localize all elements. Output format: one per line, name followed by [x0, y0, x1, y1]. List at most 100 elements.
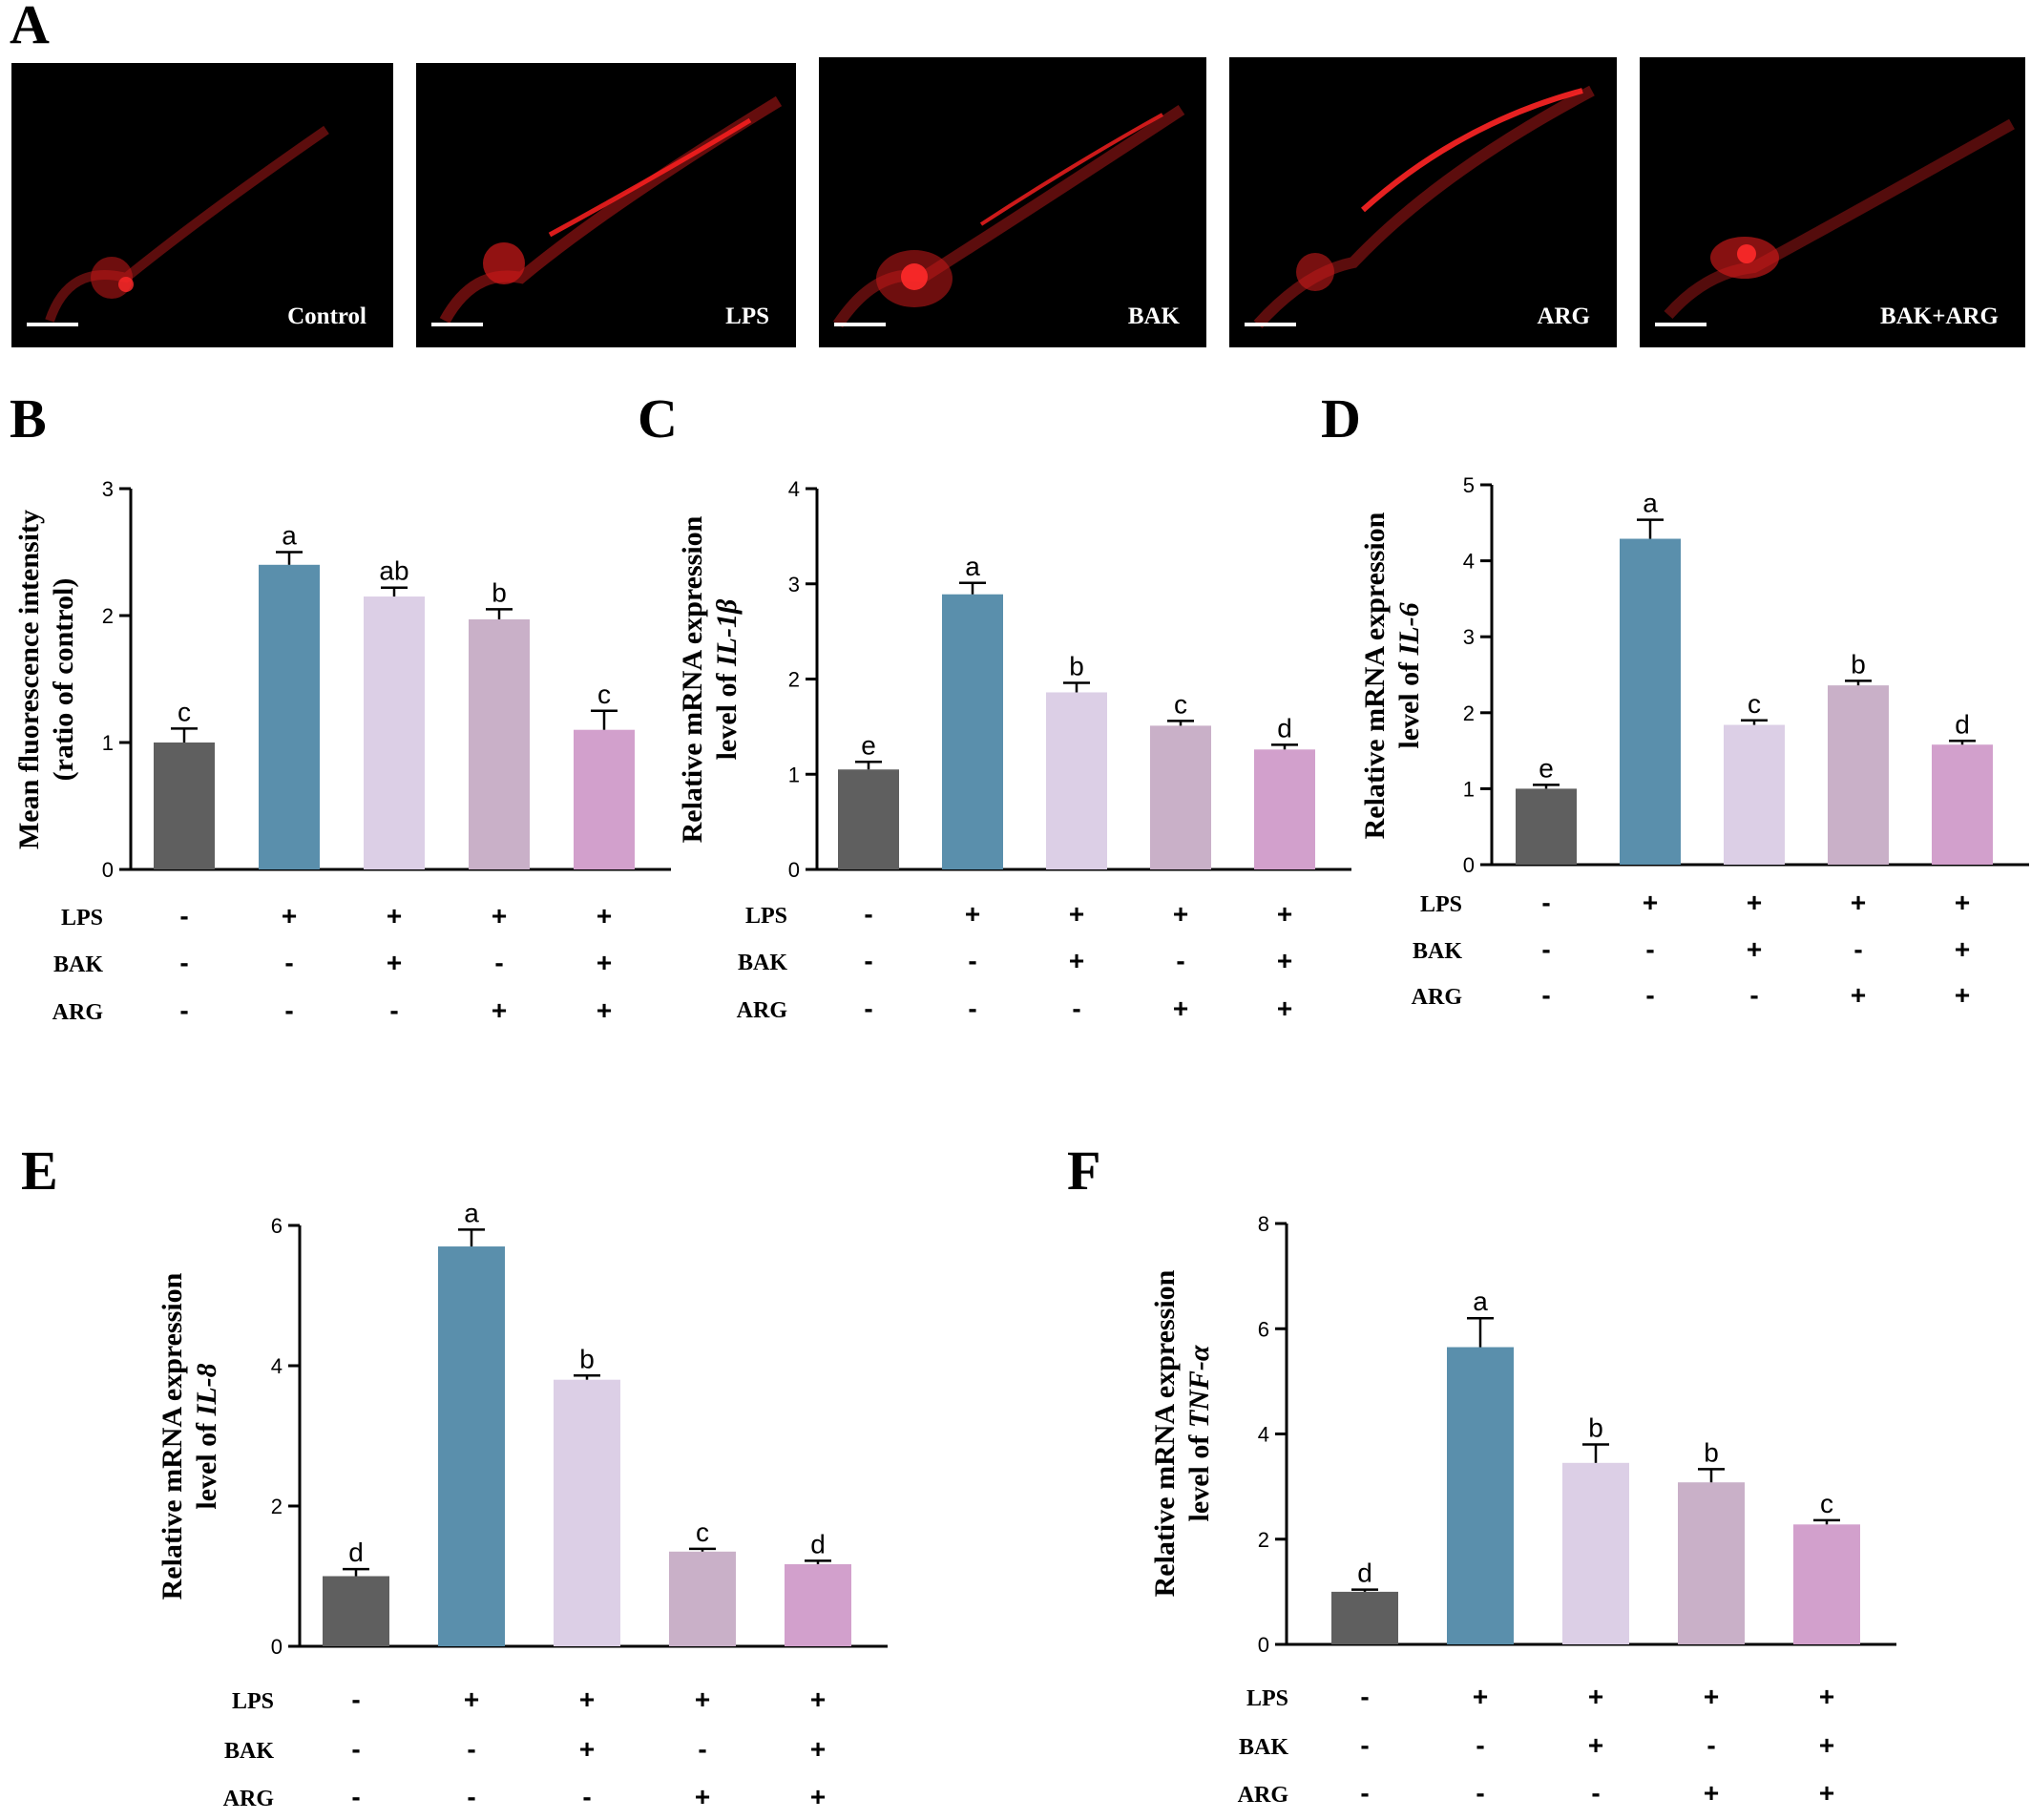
condition-mark: -: [179, 948, 188, 977]
bar: [364, 596, 425, 869]
significance-letter: c: [1748, 689, 1761, 719]
bar: [1516, 788, 1577, 865]
significance-letter: a: [1473, 1287, 1488, 1316]
condition-mark: -: [864, 899, 872, 929]
scale-bar: [834, 323, 886, 326]
condition-mark: -: [864, 994, 872, 1023]
condition-mark: +: [1277, 994, 1292, 1023]
fluorescence-image-bak-arg: [1664, 118, 2015, 320]
significance-letter: d: [1955, 709, 1970, 739]
condition-label: LPS: [1420, 892, 1462, 917]
y-tick-label: 2: [1258, 1528, 1269, 1552]
significance-letter: e: [1539, 753, 1554, 783]
significance-letter: d: [810, 1529, 826, 1559]
y-tick-label: 1: [102, 731, 114, 755]
condition-label: BAK: [224, 1739, 274, 1764]
y-tick-label: 1: [1463, 777, 1475, 801]
bar: [838, 769, 899, 869]
y-tick-label: 4: [271, 1354, 283, 1378]
bar: [1620, 538, 1681, 865]
bar: [1932, 744, 1993, 865]
bar: [1724, 724, 1785, 865]
condition-mark: +: [1069, 899, 1084, 929]
condition-mark: +: [965, 899, 980, 929]
bar: [669, 1551, 736, 1646]
y-axis-label: Mean fluorescence intensity (ratio of con…: [13, 510, 79, 849]
bar: [438, 1246, 505, 1646]
image-label-lps: LPS: [725, 303, 769, 329]
condition-mark: -: [1591, 1778, 1600, 1808]
image-control: Control: [11, 63, 393, 347]
condition-mark: +: [1277, 946, 1292, 975]
y-tick-label: 6: [1258, 1317, 1269, 1341]
condition-mark: +: [1704, 1682, 1719, 1711]
condition-mark: -: [1645, 934, 1654, 964]
y-axis-label: Relative mRNA expression level of IL-6: [1359, 512, 1425, 839]
condition-mark: +: [579, 1684, 595, 1714]
condition-mark: -: [582, 1782, 591, 1811]
condition-mark: +: [597, 995, 612, 1025]
condition-label: BAK: [1413, 939, 1462, 964]
significance-letter: c: [1174, 689, 1187, 719]
condition-mark: +: [1643, 888, 1658, 917]
bar: [154, 743, 215, 869]
significance-letter: a: [965, 552, 980, 581]
condition-mark: -: [1749, 980, 1758, 1010]
significance-letter: d: [1277, 713, 1292, 743]
y-tick-label: 3: [102, 477, 114, 501]
y-tick-label: 2: [102, 604, 114, 628]
condition-mark: +: [387, 901, 402, 931]
y-tick-label: 4: [788, 477, 800, 501]
condition-mark: -: [351, 1734, 360, 1764]
condition-mark: +: [1069, 946, 1084, 975]
significance-letter: c: [696, 1517, 709, 1547]
significance-letter: a: [1643, 489, 1658, 518]
bar: [574, 729, 635, 869]
condition-mark: +: [695, 1782, 710, 1811]
y-axis-label: Relative mRNA expression level of TNF-α: [1149, 1269, 1215, 1597]
condition-mark: -: [494, 948, 503, 977]
bar: [1447, 1347, 1514, 1644]
condition-mark: -: [1360, 1682, 1369, 1711]
y-tick-label: 2: [271, 1495, 283, 1518]
bar: [1678, 1482, 1745, 1644]
y-tick-label: 0: [1258, 1633, 1269, 1657]
bar: [259, 564, 320, 869]
condition-mark: +: [597, 901, 612, 931]
scale-bar: [27, 323, 78, 326]
condition-label: ARG: [1238, 1783, 1289, 1808]
condition-mark: +: [1473, 1682, 1488, 1711]
condition-mark: +: [810, 1734, 826, 1764]
condition-label: LPS: [1246, 1686, 1288, 1711]
condition-label: BAK: [53, 952, 103, 977]
significance-letter: e: [861, 730, 876, 760]
condition-mark: +: [1819, 1730, 1834, 1760]
y-tick-label: 2: [788, 668, 800, 692]
significance-letter: d: [1357, 1559, 1372, 1588]
condition-mark: +: [1588, 1682, 1603, 1711]
condition-mark: +: [282, 901, 297, 931]
condition-mark: +: [1173, 994, 1188, 1023]
y-tick-label: 0: [788, 858, 800, 882]
panel-letter-d: D: [1321, 387, 1361, 450]
condition-mark: +: [1704, 1778, 1719, 1808]
condition-mark: -: [968, 994, 976, 1023]
condition-label: ARG: [1412, 985, 1463, 1010]
condition-mark: -: [864, 946, 872, 975]
significance-letter: c: [597, 680, 611, 709]
image-bak: BAK: [819, 57, 1206, 347]
bar: [554, 1379, 620, 1646]
condition-mark: +: [1851, 980, 1866, 1010]
panel-letter-c: C: [638, 387, 678, 450]
condition-label: LPS: [61, 906, 103, 931]
condition-mark: +: [464, 1684, 479, 1714]
fluorescence-image-arg: [1253, 85, 1595, 329]
condition-mark: +: [810, 1684, 826, 1714]
bar: [942, 594, 1003, 869]
fluorescence-image-lps: [439, 95, 783, 324]
condition-mark: -: [1476, 1778, 1484, 1808]
y-tick-label: 4: [1463, 550, 1475, 574]
panel-letter-e: E: [21, 1140, 58, 1202]
image-label-arg: ARG: [1537, 303, 1590, 329]
